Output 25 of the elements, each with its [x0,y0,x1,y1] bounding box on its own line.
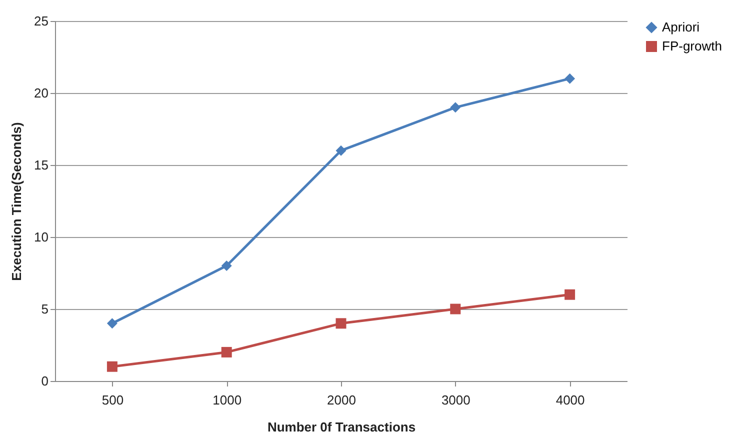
x-tick-label: 2000 [327,392,356,408]
y-tick-label: 5 [41,302,48,316]
x-tick-label: 1000 [212,392,242,408]
y-axis-title: Execution Time(Seconds) [9,122,24,281]
y-tick-label: 20 [34,86,48,100]
x-axis-title: Number 0f Transactions [267,420,416,434]
legend-label: Apriori [662,20,700,34]
point [450,304,461,314]
y-tick-label: 25 [34,14,48,28]
point [564,73,576,84]
point [336,318,346,329]
x-tick-label: 4000 [556,392,585,408]
point [221,346,232,358]
y-tick-label: 0 [41,374,48,388]
point [221,260,232,272]
y-tick-label: 15 [34,158,48,172]
point [450,102,461,113]
x-tick-label: 500 [102,392,124,408]
point [106,361,118,372]
legend-label: FP-growth [662,38,722,54]
point [564,289,576,300]
point [336,145,346,156]
x-tick-label: 3000 [441,392,470,408]
point [106,318,118,329]
y-tick-label: 10 [34,230,48,244]
